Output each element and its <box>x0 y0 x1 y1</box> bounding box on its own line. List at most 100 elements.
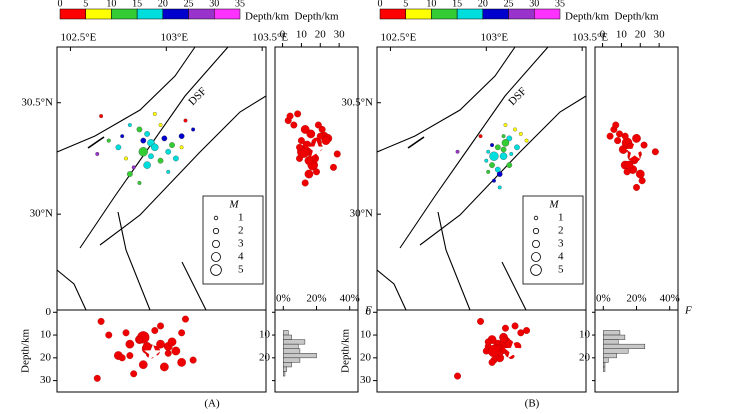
panel-label: (B) <box>525 398 540 410</box>
depth-tick-label: 0 <box>280 29 286 41</box>
section-depth-label: Depth/km <box>20 329 32 373</box>
event-depth-lat <box>297 137 305 145</box>
colorbar-tick-label: 35 <box>235 0 245 9</box>
colorbar-swatch <box>405 8 432 20</box>
event-map <box>115 144 122 151</box>
f-tick-label: 20% <box>626 293 646 305</box>
colorbar-swatch <box>482 8 509 20</box>
histogram-bar <box>283 357 301 363</box>
event-map <box>513 127 518 132</box>
event-map <box>151 143 159 152</box>
event-map <box>127 123 132 127</box>
event-map <box>161 135 168 142</box>
colorbar-tick-label: 35 <box>555 0 565 9</box>
event-section <box>135 336 143 344</box>
event-map <box>501 139 510 147</box>
event-depth-lat <box>621 132 629 140</box>
event-map <box>165 148 172 155</box>
colorbar-swatch <box>508 8 535 20</box>
lon-tick-label: 102.5°E <box>380 32 416 44</box>
event-depth-lat <box>623 168 631 176</box>
event-map <box>143 161 151 169</box>
event-section <box>118 354 126 362</box>
colorbar-swatch <box>59 8 86 20</box>
f-tick-label: 20% <box>306 293 326 305</box>
event-depth-lat <box>624 160 634 170</box>
event-depth-lat <box>612 121 620 129</box>
magnitude-legend-symbol <box>211 252 221 262</box>
depth-lat-frame <box>594 46 679 311</box>
colorbar-tick-label: 15 <box>452 0 462 9</box>
event-map <box>106 138 111 143</box>
event-section <box>511 322 519 330</box>
colorbar-swatch <box>214 8 241 20</box>
histogram-bar <box>283 371 286 377</box>
section-depth-tick-label: 30 <box>40 374 52 386</box>
histogram-bar <box>603 339 619 345</box>
event-section <box>156 339 165 349</box>
magnitude-legend-label: 3 <box>238 238 244 250</box>
colorbar-swatch <box>85 8 112 20</box>
event-section <box>502 324 509 332</box>
event-depth-lat <box>318 126 326 133</box>
histogram-bar <box>603 362 606 368</box>
histogram-bar <box>283 343 299 349</box>
histogram-bar <box>283 353 317 359</box>
colorbar-tick-label: 20 <box>478 0 488 9</box>
event-depth-lat <box>633 183 640 191</box>
event-depth-lat <box>286 112 294 120</box>
magnitude-legend-symbol <box>210 264 222 276</box>
event-depth-lat <box>635 169 645 179</box>
section-frame <box>376 309 587 393</box>
event-section <box>488 358 496 366</box>
event-section <box>182 315 189 323</box>
event-depth-lat <box>304 169 314 179</box>
colorbar-tick-label: 15 <box>132 0 142 9</box>
colorbar-tick-label: 25 <box>184 0 194 9</box>
magnitude-legend-label: 4 <box>238 251 244 263</box>
event-depth-lat <box>614 137 622 145</box>
event-depth-lat <box>321 136 331 145</box>
histogram-bar <box>603 366 606 372</box>
event-depth-lat <box>294 110 302 118</box>
f-tick-label: 40% <box>660 293 680 305</box>
section-depth-tick-label: 30 <box>360 374 372 386</box>
f-axis-label: F <box>684 305 692 317</box>
event-map <box>509 152 514 156</box>
event-map <box>506 162 513 168</box>
histogram-depth-tick-label: 10 <box>579 329 591 341</box>
event-section <box>93 374 101 382</box>
colorbar-tick-label: 20 <box>158 0 168 9</box>
colorbar-swatch <box>136 8 164 20</box>
magnitude-legend-symbol <box>211 239 220 248</box>
depth-tick-label: 10 <box>296 29 308 41</box>
histogram-bar <box>603 334 626 340</box>
histogram-bar <box>283 348 301 354</box>
colorbar-tick-label: 30 <box>209 0 219 9</box>
section-depth-tick-label: 10 <box>40 329 52 341</box>
magnitude-legend-label: 4 <box>558 251 564 263</box>
depth-axis-label: Depth/km <box>295 11 339 23</box>
event-map <box>486 149 491 154</box>
magnitude-legend-title: M <box>228 199 239 211</box>
magnitude-legend-label: 2 <box>238 225 244 237</box>
event-depth-lat <box>638 177 646 185</box>
event-section <box>126 352 134 360</box>
magnitude-legend-title: M <box>548 199 559 211</box>
magnitude-legend-label: 3 <box>558 238 564 250</box>
event-depth-lat <box>618 145 628 154</box>
lat-tick-label: 30.5°N <box>341 96 373 108</box>
depth-tick-label: 20 <box>635 29 647 41</box>
event-map <box>127 171 133 177</box>
event-section <box>171 346 181 356</box>
colorbar-tick-label: 10 <box>426 0 436 9</box>
event-section <box>151 327 159 334</box>
colorbar-swatch <box>534 8 561 20</box>
event-map <box>524 138 529 143</box>
depth-tick-label: 20 <box>315 29 327 41</box>
magnitude-legend-symbol <box>212 227 220 235</box>
event-map <box>500 146 507 153</box>
section-depth-tick-label: 0 <box>366 306 372 318</box>
mainshock-depth-lat <box>626 142 644 159</box>
